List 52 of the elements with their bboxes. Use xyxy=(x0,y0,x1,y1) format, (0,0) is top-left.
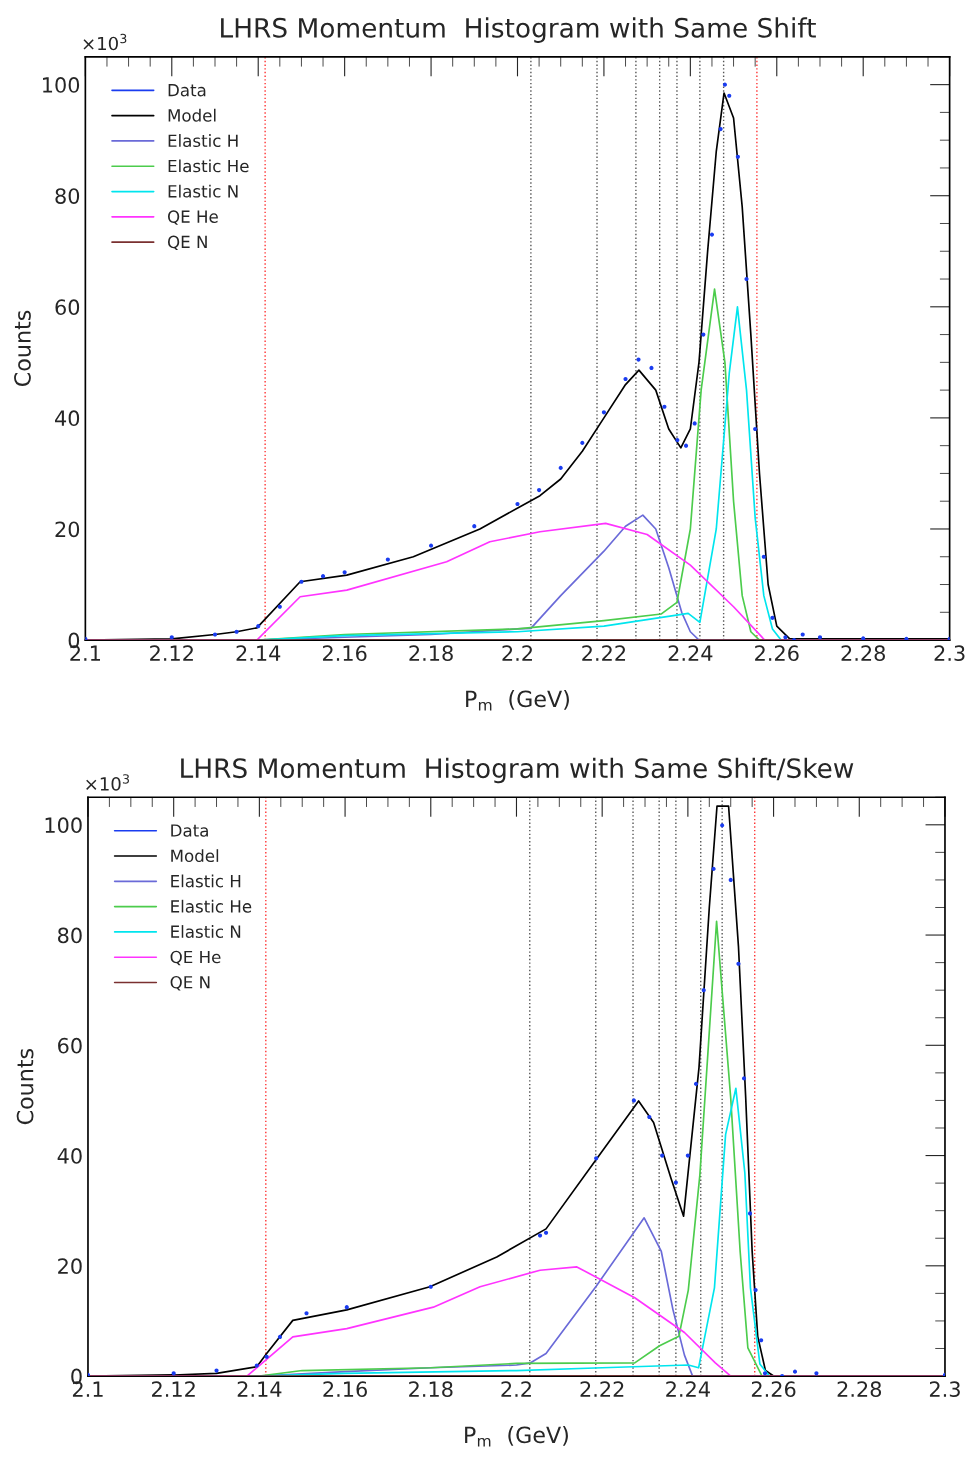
y-tick-label: 100 xyxy=(45,817,82,834)
y-axis-title: Counts xyxy=(14,310,31,386)
legend-label: Elastic H xyxy=(171,874,241,888)
x-tick-label: 2.24 xyxy=(668,645,713,661)
y-tick-label: 40 xyxy=(55,410,80,427)
legend-label: Elastic N xyxy=(171,925,241,938)
x-tick-label: 2.3 xyxy=(934,645,965,662)
legend-label: Elastic H xyxy=(168,134,238,148)
text: ×10$^{3}$ xyxy=(86,774,129,791)
y-tick-label: 60 xyxy=(55,299,80,316)
y-tick-label: 60 xyxy=(58,1037,82,1054)
x-tick-label: 2.12 xyxy=(150,645,193,661)
x-tick-label: 2.28 xyxy=(837,1381,882,1398)
legend-label: Data xyxy=(171,824,208,837)
x-tick-label: 2.2 xyxy=(502,645,532,661)
x-tick-label: 2.28 xyxy=(841,645,885,662)
x-tick-label: 2.14 xyxy=(236,645,281,661)
y-tick-label: 80 xyxy=(58,927,82,944)
x-tick-label: 2.18 xyxy=(409,645,453,662)
legend-label: Elastic He xyxy=(171,899,252,913)
x-tick-label: 2.22 xyxy=(580,1381,624,1397)
x-tick-label: 2.12 xyxy=(152,1381,195,1397)
legend-label: Elastic N xyxy=(168,184,238,198)
x-axis-title: P$_{m}$ (GeV) xyxy=(465,1426,568,1447)
y-tick-label: 80 xyxy=(55,188,80,204)
legend-label: QE N xyxy=(170,975,210,991)
x-tick-label: 2.18 xyxy=(409,1381,453,1398)
x-tick-label: 2.2 xyxy=(501,1381,531,1397)
y-axis-title: Counts xyxy=(16,1048,34,1125)
x-tick-label: 2.26 xyxy=(751,1381,796,1398)
legend-label: QE N xyxy=(167,235,207,251)
x-axis-title: P$_{m}$ (GeV) xyxy=(466,690,569,711)
legend-label: Elastic He xyxy=(168,159,249,173)
x-tick-label: 2.24 xyxy=(666,1381,710,1397)
text: ×10$^{3}$ xyxy=(83,33,127,51)
x-tick-label: 2.16 xyxy=(323,1381,367,1398)
y-tick-label: 40 xyxy=(57,1148,82,1164)
x-tick-label: 2.3 xyxy=(929,1381,960,1398)
y-tick-label: 20 xyxy=(58,1258,82,1275)
x-tick-label: 2.16 xyxy=(322,645,367,662)
y-tick-label: 20 xyxy=(55,521,80,538)
x-tick-label: 2.22 xyxy=(582,645,626,661)
x-tick-label: 2.26 xyxy=(755,645,799,662)
x-tick-label: 2.14 xyxy=(237,1381,282,1397)
chart-title: LHRS Momentum Histogram with Same Shift/Skew xyxy=(181,757,854,784)
chart-title: LHRS Momentum Histogram with Same Shift xyxy=(221,17,816,43)
legend-label: Model xyxy=(171,849,219,863)
legend-label: QE He xyxy=(170,950,221,966)
y-tick-label: 100 xyxy=(43,77,80,93)
legend-label: Data xyxy=(168,84,206,97)
legend-label: QE He xyxy=(167,210,218,225)
legend-label: Model xyxy=(168,108,216,122)
